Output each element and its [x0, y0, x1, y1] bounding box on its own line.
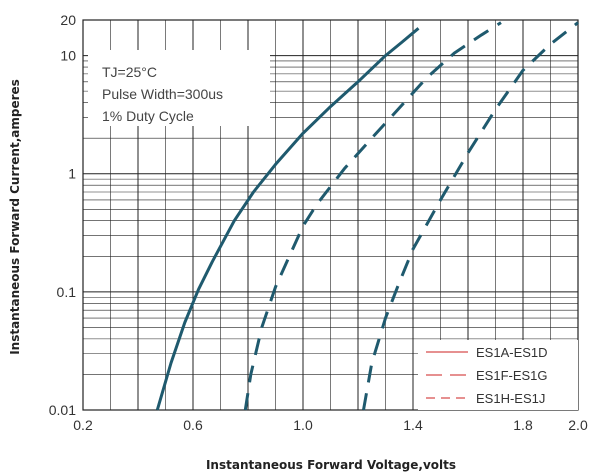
series-line	[155, 27, 420, 411]
series-line	[243, 21, 502, 411]
y-tick-label: 20	[60, 12, 76, 28]
legend-label: ES1F-ES1G	[476, 368, 548, 383]
x-tick-label: 0.6	[183, 417, 203, 433]
annotation-pulse-width: Pulse Width=300us	[102, 86, 223, 102]
y-tick-label: 0.01	[49, 402, 76, 418]
annotation-duty-cycle: 1% Duty Cycle	[102, 108, 194, 124]
x-tick-label: 1.4	[403, 417, 423, 433]
tick-labels: 0.2 0.6 1.0 1.4 1.8 2.0 0.01 0.1 1 10 20	[49, 12, 588, 433]
annotation-background	[88, 50, 270, 126]
y-tick-label: 1	[68, 166, 76, 182]
x-tick-label: 0.2	[73, 417, 93, 433]
y-tick-label: 0.1	[57, 284, 77, 300]
y-axis-label: Instantaneous Forward Current,amperes	[8, 79, 22, 355]
annotation-junction-temp: TJ=25°C	[102, 64, 157, 80]
x-tick-label: 2.0	[568, 417, 588, 433]
legend-label: ES1H-ES1J	[476, 391, 545, 406]
x-tick-label: 1.0	[293, 417, 313, 433]
legend: ES1A-ES1D ES1F-ES1G ES1H-ES1J	[418, 340, 578, 410]
plot-frame	[82, 19, 579, 411]
annotation-box: TJ=25°C Pulse Width=300us 1% Duty Cycle	[88, 50, 270, 126]
legend-label: ES1A-ES1D	[476, 345, 548, 360]
x-axis-label: Instantaneous Forward Voltage,volts	[206, 458, 456, 472]
x-tick-label: 1.8	[513, 417, 533, 433]
y-tick-label: 10	[60, 48, 76, 64]
series-line	[362, 21, 579, 411]
series-lines	[155, 21, 579, 411]
